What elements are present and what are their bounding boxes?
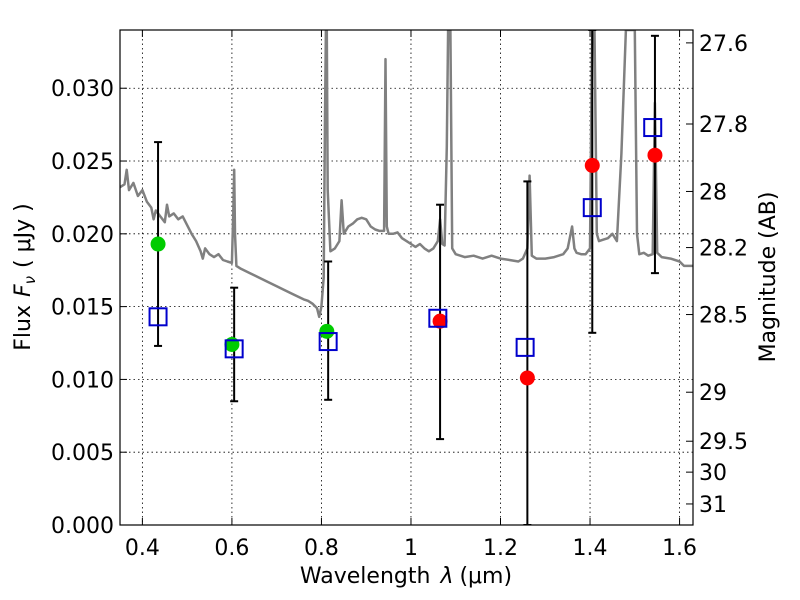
x-axis-label-text: Wavelength xyxy=(300,564,431,589)
model-point-square xyxy=(224,339,244,359)
y-axis-label-sub: ν xyxy=(21,276,39,284)
data-markers xyxy=(148,118,663,386)
mag-tick-label: 29.5 xyxy=(699,430,748,455)
x-tick-label: 1.2 xyxy=(483,536,518,561)
plot-frame xyxy=(119,29,694,526)
spectrum-line xyxy=(120,30,693,319)
y-tick-label: 0.010 xyxy=(51,368,114,393)
x-tick-label: 1.6 xyxy=(662,536,697,561)
data-point-circle xyxy=(150,236,166,252)
x-axis-label-symbol: λ xyxy=(439,564,453,589)
y-tick-label: 0.000 xyxy=(51,514,114,539)
x-axis-label: Wavelength λ (μm) xyxy=(300,564,512,589)
data-point-circle xyxy=(432,313,448,329)
mag-tick-label: 31 xyxy=(699,493,727,518)
model-spectrum xyxy=(120,30,693,319)
model-point-square xyxy=(643,118,663,138)
y2-axis-label: Magnitude (AB) xyxy=(756,192,781,363)
mag-tick-label: 30 xyxy=(699,461,727,486)
y-tick-label: 0.025 xyxy=(51,150,114,175)
y-axis-label-unit: ( μJy ) xyxy=(11,203,36,268)
y-tick-label: 0.005 xyxy=(51,441,114,466)
y-tick-label: 0.030 xyxy=(51,77,114,102)
mag-tick-label: 27.6 xyxy=(699,32,748,57)
y-axis-label-symbol: F xyxy=(11,284,36,297)
x-tick-label: 1 xyxy=(404,536,418,561)
y-axis-label-text: Flux xyxy=(11,305,36,351)
mag-tick-label: 27.8 xyxy=(699,113,748,138)
model-point-square xyxy=(318,332,338,352)
x-axis-label-unit: (μm) xyxy=(459,564,512,589)
x-tick-label: 0.4 xyxy=(125,536,160,561)
x-tick-label: 0.6 xyxy=(214,536,249,561)
model-point-square xyxy=(582,198,602,218)
data-point-circle xyxy=(584,157,600,173)
x-tick-label: 0.8 xyxy=(304,536,339,561)
y-tick-label: 0.020 xyxy=(51,223,114,248)
x-tick-label: 1.4 xyxy=(573,536,608,561)
mag-tick-label: 28 xyxy=(699,180,727,205)
y-axis-label: Flux Fν ( μJy ) xyxy=(11,203,39,350)
data-point-circle xyxy=(224,336,240,352)
data-point-circle xyxy=(519,370,535,386)
model-point-square xyxy=(515,337,535,357)
model-point-square xyxy=(428,308,448,328)
data-point-circle xyxy=(647,147,663,163)
data-point-circle xyxy=(319,323,335,339)
mag-tick-label: 29 xyxy=(699,381,727,406)
axis-ticks: 0.4 0.6 0.8 1 1.2 1.4 1.6 0.000 0.005 0.010 0.015 0… xyxy=(51,30,748,561)
y-tick-label: 0.015 xyxy=(51,296,114,321)
model-point-square xyxy=(148,307,168,327)
mag-tick-label: 28.5 xyxy=(699,304,748,329)
mag-tick-label: 28.2 xyxy=(699,237,748,262)
